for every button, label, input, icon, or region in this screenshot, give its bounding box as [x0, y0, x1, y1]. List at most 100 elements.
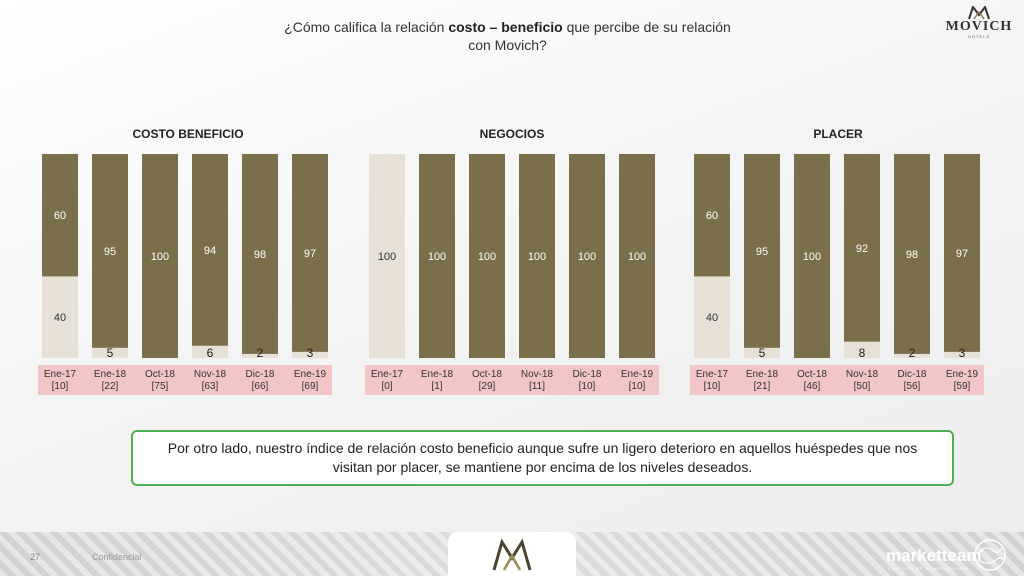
footer-bar: 27 Confidencial marketteam CAPTURA DE CO… — [0, 532, 1024, 576]
base-count-label: [10] — [52, 381, 69, 392]
bar-segment-top — [744, 154, 780, 348]
bar-segment-top — [142, 154, 178, 358]
bar-segment-top — [419, 154, 455, 358]
category-tick-label: Dic-18 — [246, 369, 275, 380]
data-label-bottom: 8 — [859, 346, 866, 360]
data-label-top: 98 — [254, 249, 266, 261]
base-count-label: [59] — [954, 381, 971, 392]
data-label-top: 97 — [956, 248, 968, 260]
category-tick-label: Oct-18 — [145, 369, 175, 380]
base-count-label: [66] — [252, 381, 269, 392]
bar-segment-bottom — [744, 347, 780, 358]
base-count-label: [50] — [854, 381, 871, 392]
data-label-top: 98 — [906, 249, 918, 261]
data-label-bottom: 2 — [257, 346, 264, 360]
category-tick-label: Oct-18 — [472, 369, 502, 380]
category-tick-label: Nov-18 — [846, 369, 879, 380]
insight-callout: Por otro lado, nuestro índice de relació… — [131, 430, 954, 486]
data-label-top: 95 — [756, 246, 768, 258]
base-count-label: [10] — [579, 381, 596, 392]
base-count-label: [75] — [152, 381, 169, 392]
bar-segment-bottom — [844, 341, 880, 358]
bar-segment-top — [569, 154, 605, 358]
data-label-bottom: 2 — [909, 346, 916, 360]
data-label-bottom: 5 — [107, 346, 114, 360]
question-text-bold: costo – beneficio — [448, 19, 563, 35]
base-count-label: [11] — [529, 381, 545, 392]
category-tick-label: Ene-17 — [696, 369, 729, 380]
movich-logo: MOVICH HOTELS — [942, 6, 1016, 46]
data-label-top: 94 — [204, 245, 216, 257]
category-tick-label: Ene-19 — [294, 369, 327, 380]
data-label-top: 100 — [578, 251, 596, 263]
bar-segment-bottom — [42, 276, 78, 358]
bar-segment-top — [42, 154, 78, 277]
logo-wordmark: MOVICH — [945, 19, 1013, 34]
movich-footer-m-icon — [492, 538, 532, 571]
chart-title-costo-beneficio: COSTO BENEFICIO — [132, 127, 244, 141]
bar-segment-bottom — [694, 276, 730, 358]
category-tick-label: Nov-18 — [521, 369, 554, 380]
base-count-label: [69] — [302, 381, 319, 392]
bar-segment-top — [469, 154, 505, 358]
bar-segment-top — [944, 154, 980, 352]
bar-segment-top — [242, 154, 278, 354]
callout-text: Por otro lado, nuestro índice de relació… — [167, 440, 918, 475]
data-label-top: 60 — [706, 210, 718, 222]
bar-segment-bottom — [92, 347, 128, 358]
base-count-label: [1] — [431, 381, 442, 392]
data-label-top: 100 — [428, 251, 446, 263]
base-count-label: [10] — [629, 381, 646, 392]
category-tick-label: Ene-17 — [44, 369, 77, 380]
bar-segment-top — [192, 154, 228, 346]
brain-swirl-icon — [974, 539, 1006, 571]
data-label-top: 97 — [304, 248, 316, 260]
bar-segment-bottom — [944, 351, 980, 358]
question-text-line2: con Movich? — [468, 37, 547, 53]
footer-logo-tab — [448, 532, 576, 576]
bar-segment-bottom — [292, 351, 328, 358]
base-count-label: [21] — [754, 381, 771, 392]
data-label-bottom: 5 — [759, 346, 766, 360]
base-count-label: [29] — [479, 381, 496, 392]
base-count-label: [0] — [381, 381, 392, 392]
bar-segment-top — [92, 154, 128, 348]
stacked-bar-charts: 6040Ene-17[10]955Ene-18[22]100Oct-18[75]… — [38, 154, 984, 395]
category-tick-label: Ene-18 — [94, 369, 127, 380]
bar-segment-top — [619, 154, 655, 358]
data-label-top: 92 — [856, 243, 868, 255]
category-tick-label: Ene-19 — [946, 369, 979, 380]
marketteam-brand: marketteam — [886, 546, 982, 565]
category-tick-label: Oct-18 — [797, 369, 827, 380]
bar-segment-top — [794, 154, 830, 358]
base-count-label: [46] — [804, 381, 821, 392]
movich-m-icon — [968, 6, 990, 20]
data-label-bottom: 3 — [959, 346, 966, 360]
bar-segment-top — [694, 154, 730, 277]
category-tick-label: Nov-18 — [194, 369, 227, 380]
data-label-top: 100 — [803, 251, 821, 263]
base-count-label: [22] — [102, 381, 119, 392]
data-label-top: 60 — [54, 210, 66, 222]
base-count-label: [56] — [904, 381, 921, 392]
category-tick-label: Ene-17 — [371, 369, 404, 380]
data-label-bottom: 3 — [307, 346, 314, 360]
bar-segment-top — [519, 154, 555, 358]
bar-segment-top — [844, 154, 880, 342]
category-tick-label: Ene-18 — [421, 369, 454, 380]
data-label-top: 100 — [528, 251, 546, 263]
category-tick-label: Dic-18 — [573, 369, 602, 380]
question-text-post: que percibe de su relación — [562, 19, 731, 35]
data-label-top: 95 — [104, 246, 116, 258]
data-label-bottom: 100 — [378, 251, 396, 263]
marketteam-subtitle: CAPTURA DE CONOCIMIENTO — [888, 566, 970, 571]
bar-segment-bottom — [369, 154, 405, 358]
data-label-bottom: 40 — [54, 312, 66, 324]
logo-subtitle: HOTELS — [967, 34, 990, 39]
data-label-top: 100 — [151, 251, 169, 263]
chart-title-placer: PLACER — [813, 127, 863, 141]
category-label-band — [690, 365, 984, 395]
slide-question: ¿Cómo califica la relación costo – benef… — [250, 18, 765, 54]
data-label-top: 100 — [628, 251, 646, 263]
bar-segment-bottom — [242, 353, 278, 358]
